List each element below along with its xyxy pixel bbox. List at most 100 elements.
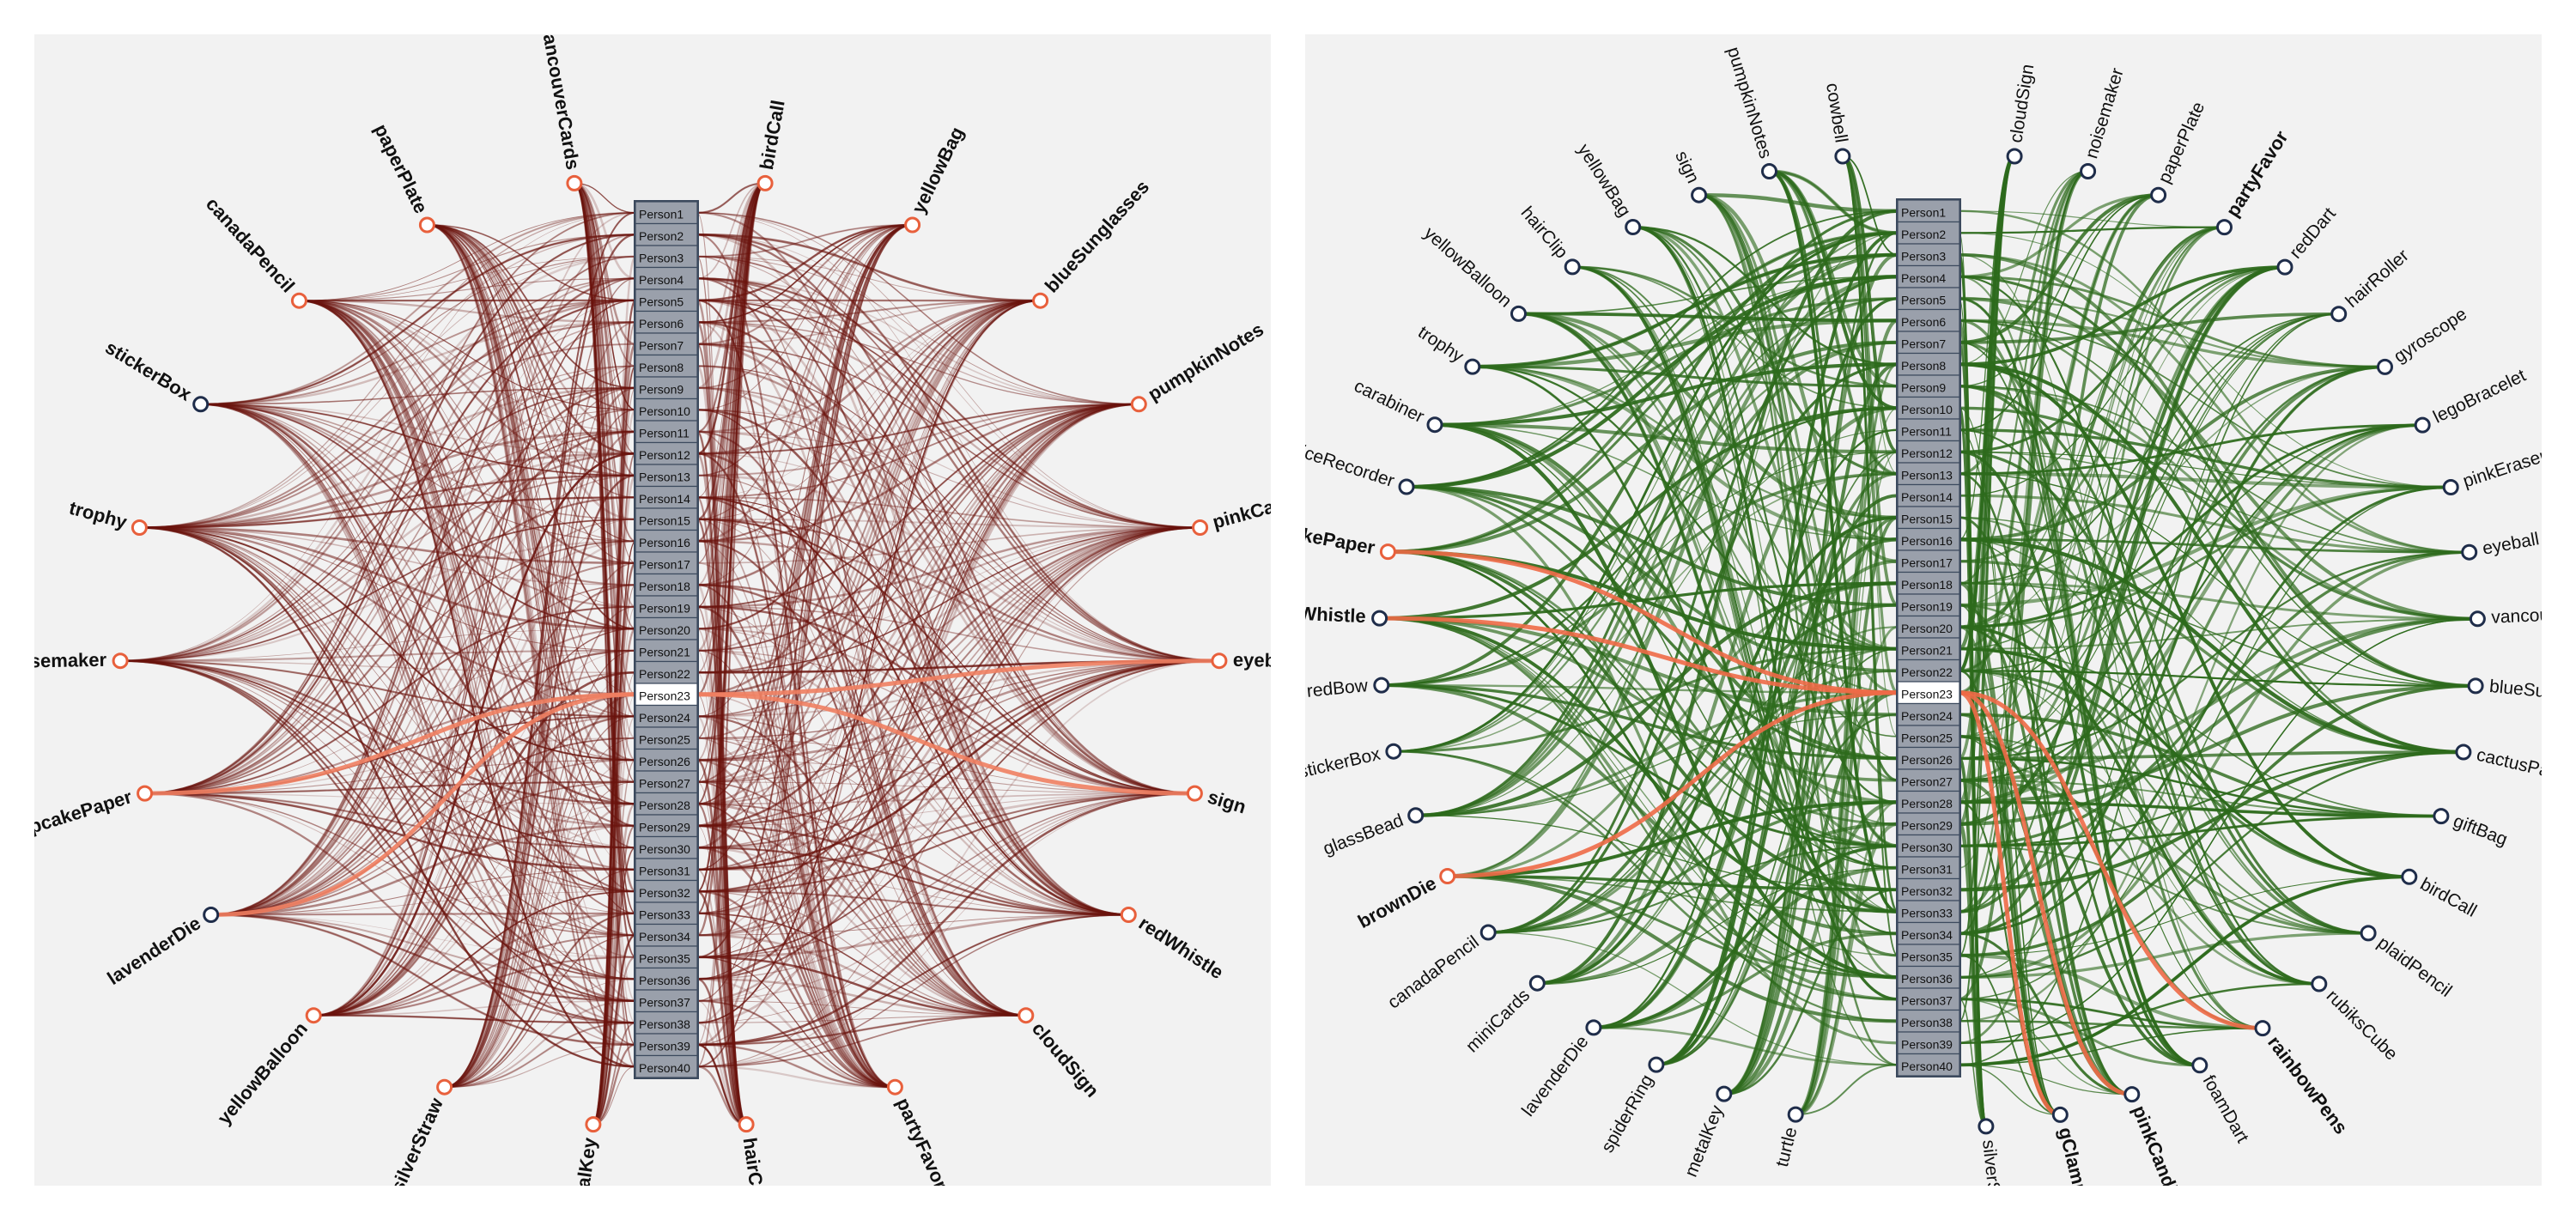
person-box-40[interactable] — [1897, 1053, 1960, 1077]
person-box-37[interactable] — [635, 989, 698, 1013]
voice-recorder-node-l[interactable] — [1398, 478, 1415, 495]
yellow-balloon-node-l[interactable] — [305, 1007, 322, 1024]
cupcake-paper-node-l[interactable] — [137, 785, 154, 802]
red-bow-node-l[interactable] — [1373, 677, 1390, 694]
paper-plate-node-r[interactable] — [2150, 186, 2167, 203]
red-whistle-node-l[interactable] — [1371, 610, 1388, 627]
red-dart-node-r[interactable] — [2276, 258, 2293, 276]
person-box-4[interactable] — [635, 266, 698, 290]
person-box-13[interactable] — [635, 464, 698, 488]
pumpkin-notes-node-r[interactable] — [1130, 396, 1147, 413]
cloud-sign-node-r[interactable] — [2006, 148, 2023, 165]
person-box-29[interactable] — [635, 814, 698, 838]
trophy-node-l[interactable] — [131, 519, 148, 536]
lavender-die-node-l[interactable] — [1585, 1019, 1602, 1036]
person-box-9[interactable] — [635, 376, 698, 400]
person-box-3[interactable] — [1897, 243, 1960, 267]
hair-roller-node-r[interactable] — [2330, 306, 2348, 323]
sign-node-r[interactable] — [1186, 785, 1203, 802]
cupcake-paper-node-l[interactable] — [1379, 543, 1396, 561]
eyeball-node-r[interactable] — [1211, 652, 1228, 670]
turtle-node-l[interactable] — [1787, 1106, 1804, 1123]
trophy-node-l[interactable] — [1464, 358, 1481, 375]
person-box-35[interactable] — [635, 945, 698, 969]
person-box-2[interactable] — [635, 222, 698, 246]
person-box-19[interactable] — [1897, 593, 1960, 617]
person-box-37[interactable] — [1897, 987, 1960, 1011]
person-box-40[interactable] — [635, 1054, 698, 1078]
vancouver-cards-node-r[interactable] — [2469, 610, 2486, 628]
person-box-17[interactable] — [635, 551, 698, 575]
eyeball-node-r[interactable] — [2461, 543, 2478, 561]
sign-node-l[interactable] — [1691, 186, 1708, 203]
g-clamp-node-r[interactable] — [2051, 1106, 2069, 1123]
person-box-25[interactable] — [1897, 725, 1960, 749]
sticker-box-node-l[interactable] — [192, 396, 210, 413]
person-box-34[interactable] — [1897, 921, 1960, 945]
person-box-15[interactable] — [1897, 506, 1960, 530]
pink-candle-node-r[interactable] — [1192, 519, 1209, 536]
mini-cards-node-l[interactable] — [1528, 974, 1546, 992]
person-box-29[interactable] — [1897, 812, 1960, 836]
person-box-1[interactable] — [1897, 199, 1960, 223]
bird-call-node-r[interactable] — [2401, 868, 2418, 885]
person-box-30[interactable] — [1897, 834, 1960, 858]
noisemaker-node-l[interactable] — [112, 652, 129, 670]
red-whistle-node-r[interactable] — [1120, 907, 1137, 923]
person-box-28[interactable] — [635, 792, 698, 816]
party-favor-node-r[interactable] — [886, 1078, 903, 1096]
blue-sunglasses-node-r[interactable] — [2467, 677, 2484, 695]
person-box-13[interactable] — [1897, 462, 1960, 486]
foam-dart-node-r[interactable] — [2191, 1057, 2208, 1074]
metal-key-node-l[interactable] — [585, 1116, 602, 1133]
person-box-22[interactable] — [1897, 659, 1960, 683]
person-box-22[interactable] — [635, 660, 698, 684]
person-box-23[interactable] — [635, 683, 698, 707]
person-box-10[interactable] — [1897, 396, 1960, 420]
person-box-19[interactable] — [635, 595, 698, 619]
canada-pencil-node-l[interactable] — [1479, 924, 1497, 941]
silver-straw-node-l[interactable] — [436, 1078, 453, 1096]
person-box-27[interactable] — [1897, 768, 1960, 792]
person-box-14[interactable] — [1897, 483, 1960, 507]
person-box-12[interactable] — [635, 441, 698, 465]
person-box-18[interactable] — [635, 573, 698, 597]
person-box-11[interactable] — [1897, 418, 1960, 442]
spider-ring-node-l[interactable] — [1648, 1056, 1665, 1073]
person-box-16[interactable] — [1897, 527, 1960, 551]
blue-sunglasses-node-r[interactable] — [1032, 292, 1049, 309]
lego-bracelet-node-r[interactable] — [2414, 416, 2431, 434]
person-box-28[interactable] — [1897, 790, 1960, 814]
yellow-bag-node-l[interactable] — [1625, 219, 1642, 235]
rainbow-pens-node-r[interactable] — [2254, 1020, 2271, 1037]
yellow-bag-node-r[interactable] — [904, 216, 921, 234]
cactus-paper-node-r[interactable] — [2455, 744, 2472, 761]
person-box-24[interactable] — [1897, 702, 1960, 726]
person-box-10[interactable] — [635, 398, 698, 422]
cowbell-node-l[interactable] — [1834, 148, 1851, 165]
brown-die-node-l[interactable] — [1439, 868, 1456, 884]
bird-call-node-r[interactable] — [756, 174, 774, 191]
person-box-7[interactable] — [1897, 331, 1960, 355]
person-box-6[interactable] — [635, 310, 698, 334]
pink-candle-node-r[interactable] — [2123, 1086, 2141, 1103]
person-box-21[interactable] — [1897, 637, 1960, 661]
person-box-21[interactable] — [635, 639, 698, 663]
pink-eraser-node-r[interactable] — [2442, 479, 2459, 495]
person-box-26[interactable] — [635, 748, 698, 772]
paper-plate-node-l[interactable] — [418, 216, 435, 234]
person-box-34[interactable] — [635, 923, 698, 947]
person-box-3[interactable] — [635, 245, 698, 269]
person-box-33[interactable] — [1897, 900, 1960, 924]
hair-clip-node-l[interactable] — [1564, 258, 1581, 276]
noisemaker-node-r[interactable] — [2080, 163, 2097, 179]
person-box-32[interactable] — [635, 879, 698, 903]
canada-pencil-node-l[interactable] — [290, 292, 307, 309]
plaid-pencil-node-r[interactable] — [2360, 925, 2377, 942]
person-box-39[interactable] — [635, 1033, 698, 1057]
lavender-die-node-l[interactable] — [203, 907, 220, 923]
person-box-33[interactable] — [635, 901, 698, 926]
hair-clip-node-r[interactable] — [738, 1116, 755, 1133]
person-box-9[interactable] — [1897, 374, 1960, 398]
glass-bead-node-l[interactable] — [1407, 807, 1425, 824]
